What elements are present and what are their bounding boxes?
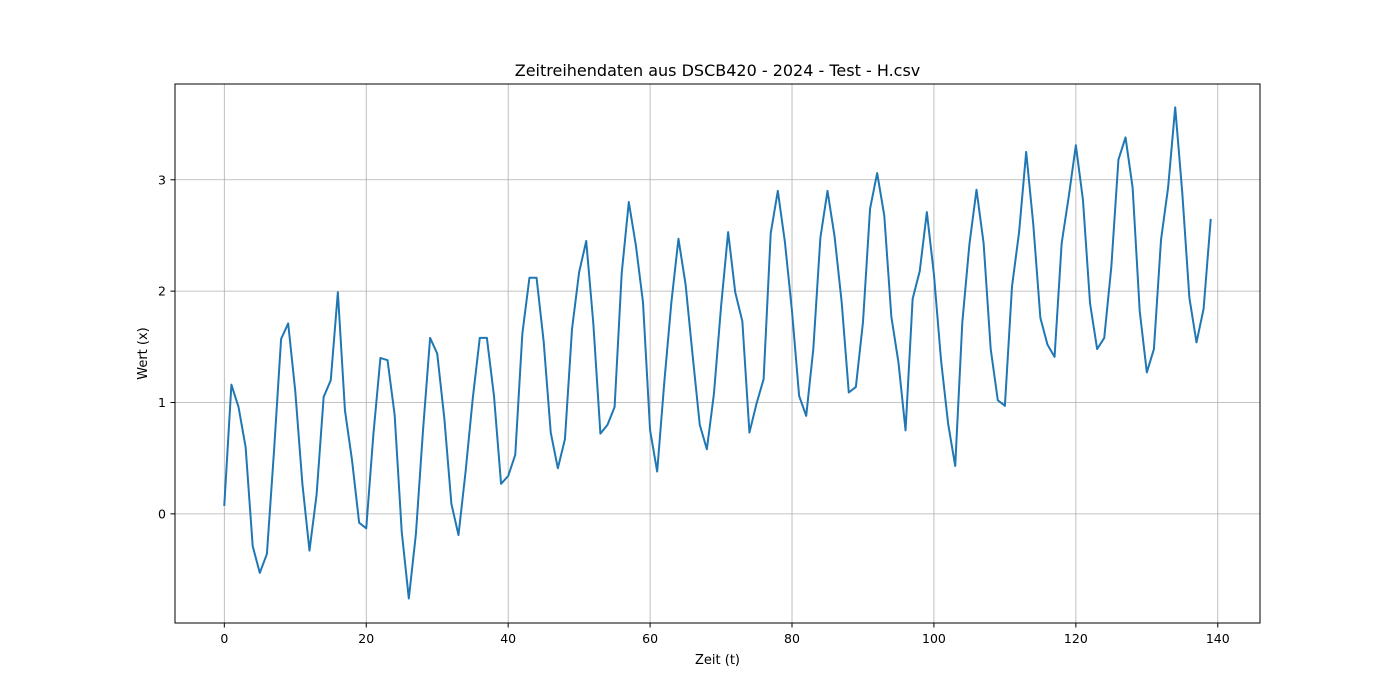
y-axis-label: Wert (x) [136,327,151,380]
x-tick-label: 60 [642,631,658,646]
x-tick-label: 120 [1064,631,1088,646]
y-tick-label: 3 [158,172,166,187]
x-tick-label: 20 [358,631,374,646]
grid-lines [175,84,1260,623]
plot-frame [174,83,1261,624]
y-tick-label: 2 [158,284,166,299]
x-axis-ticks: 0 20 40 60 80 100 120 140 [220,623,1230,646]
x-tick-label: 40 [500,631,516,646]
y-axis-ticks: 0 1 2 3 [158,172,175,521]
chart-title: Zeitreihendaten aus DSCB420 - 2024 - Tes… [515,61,921,80]
y-tick-label: 0 [158,506,166,521]
x-tick-label: 140 [1206,631,1230,646]
x-tick-label: 80 [784,631,800,646]
series-line [223,106,1212,600]
series-group [223,106,1212,600]
x-axis-label: Zeit (t) [695,653,740,668]
x-tick-label: 0 [220,631,228,646]
y-tick-label: 1 [158,395,166,410]
x-tick-label: 100 [922,631,946,646]
